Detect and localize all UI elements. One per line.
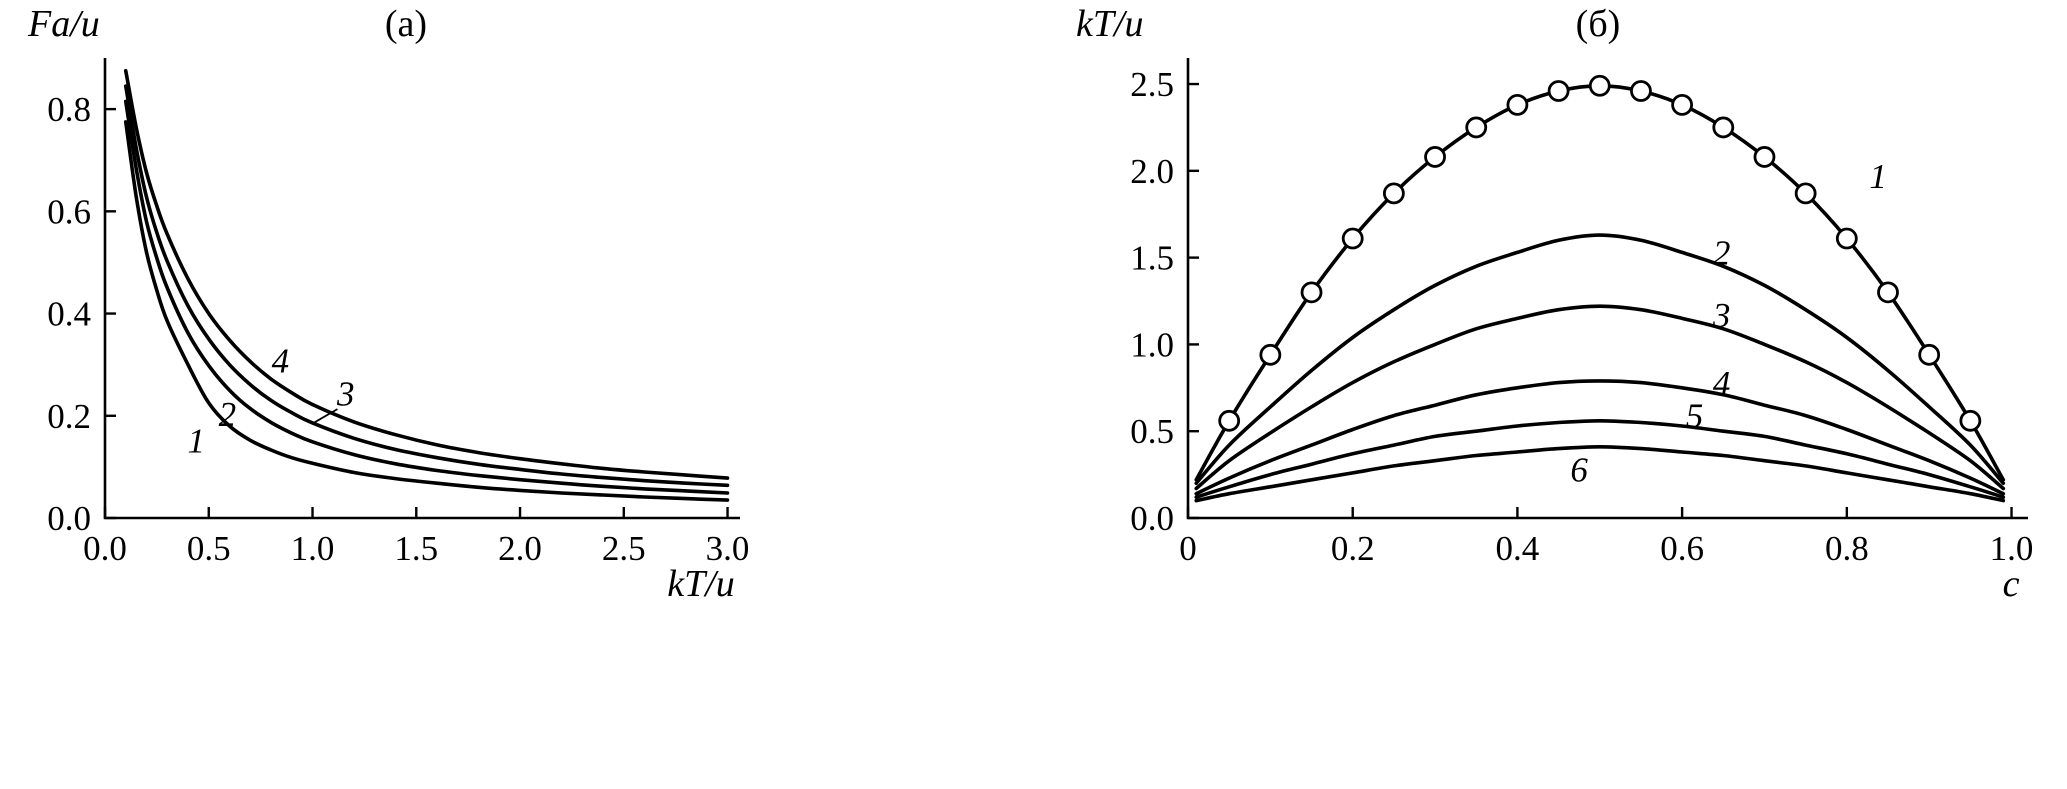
circle-marker: [1918, 343, 1941, 366]
curve-label-2: 2: [219, 395, 237, 434]
curve-1: [123, 120, 730, 502]
curve-4: [123, 68, 730, 480]
circle-marker: [1465, 116, 1488, 139]
curve-label-1: 1: [1869, 157, 1887, 196]
circle-marker: [1671, 93, 1694, 116]
curve-label-4: 4: [272, 341, 290, 380]
circle-marker: [1547, 80, 1570, 102]
panel-b: 0 0.2 0.4 0.6 0.8 1.0 0.0 0.5 1.0 1.5 2.0 2.5 1 2 3 45 6: [1130, 58, 2033, 568]
x-tick-label: 0.4: [1496, 529, 1540, 568]
curve-label-2: 2: [1713, 234, 1731, 273]
x-tick-label: 0.6: [1660, 529, 1704, 568]
y-tick-label: 1.5: [1130, 239, 1174, 278]
curve-label-5: 5: [1686, 397, 1704, 436]
curve-label-1: 1: [188, 422, 206, 461]
panel-a-title: (а): [384, 3, 428, 45]
x-tick-label: 0: [1179, 529, 1197, 568]
leader-line: [313, 408, 338, 424]
x-tick-label: 0.8: [1825, 529, 1869, 568]
x-tick-label: 1.0: [291, 529, 335, 568]
panel-b-y-axis-title: kT/u: [1076, 3, 1144, 45]
circle-marker: [1218, 409, 1241, 432]
y-tick-label: 0.4: [47, 295, 91, 334]
curve-3: [1194, 304, 2006, 491]
x-tick-label: 3.0: [706, 529, 750, 568]
circle-marker: [1959, 409, 1982, 432]
y-tick-label: 2.0: [1130, 152, 1174, 191]
circle-marker: [1382, 182, 1405, 205]
y-tick-label: 0.0: [1130, 499, 1174, 538]
circle-marker: [1630, 80, 1652, 102]
panel-a-y-axis-title: Fa/u: [28, 3, 100, 45]
circle-marker: [1877, 281, 1899, 304]
circle-marker: [1588, 74, 1611, 97]
x-tick-label: 0.2: [1331, 529, 1375, 568]
panel-a-x-axis-title: kT/u: [667, 563, 735, 605]
circle-marker: [1753, 146, 1776, 168]
circle-marker: [1794, 182, 1817, 205]
panel-a: 0.0 0.5 1.0 1.5 2.0 2.5 3.0 0.0 0.2 0.4 0.6 0.8 12 3 4: [47, 58, 749, 568]
x-tick-label: 1.5: [394, 529, 438, 568]
curve-label-3: 3: [1712, 296, 1731, 335]
curve-5: [1194, 419, 2006, 499]
circle-marker: [1300, 281, 1323, 304]
y-tick-label: 1.0: [1130, 325, 1174, 364]
circle-marker: [1259, 343, 1282, 366]
circle-marker: [1506, 93, 1529, 116]
x-tick-label: 1.0: [1990, 529, 2034, 568]
x-tick-label: 2.5: [602, 529, 646, 568]
panel-b-title: (б): [1575, 3, 1621, 45]
curve-label-6: 6: [1570, 451, 1588, 490]
circle-marker: [1424, 146, 1446, 168]
curve-4: [1194, 379, 2006, 496]
y-tick-label: 0.0: [47, 499, 91, 538]
curve-label-4: 4: [1713, 364, 1731, 403]
curve-3: [123, 84, 730, 488]
y-tick-label: 0.6: [47, 192, 91, 231]
curve-label-3: 3: [336, 375, 355, 414]
y-tick-label: 0.8: [47, 90, 91, 129]
y-tick-label: 2.5: [1130, 65, 1174, 104]
circle-marker: [1835, 227, 1858, 250]
x-tick-label: 0.5: [187, 529, 231, 568]
curve-2: [123, 99, 730, 495]
curve-6: [1194, 445, 2006, 503]
y-tick-label: 0.5: [1130, 412, 1174, 451]
circle-marker: [1341, 227, 1364, 250]
curve-2: [1194, 233, 2006, 486]
x-tick-label: 0.0: [83, 529, 127, 568]
circle-marker: [1712, 116, 1735, 139]
x-tick-label: 2.0: [498, 529, 542, 568]
y-tick-label: 0.2: [47, 397, 91, 436]
panel-b-x-axis-title: c: [2002, 563, 2020, 605]
